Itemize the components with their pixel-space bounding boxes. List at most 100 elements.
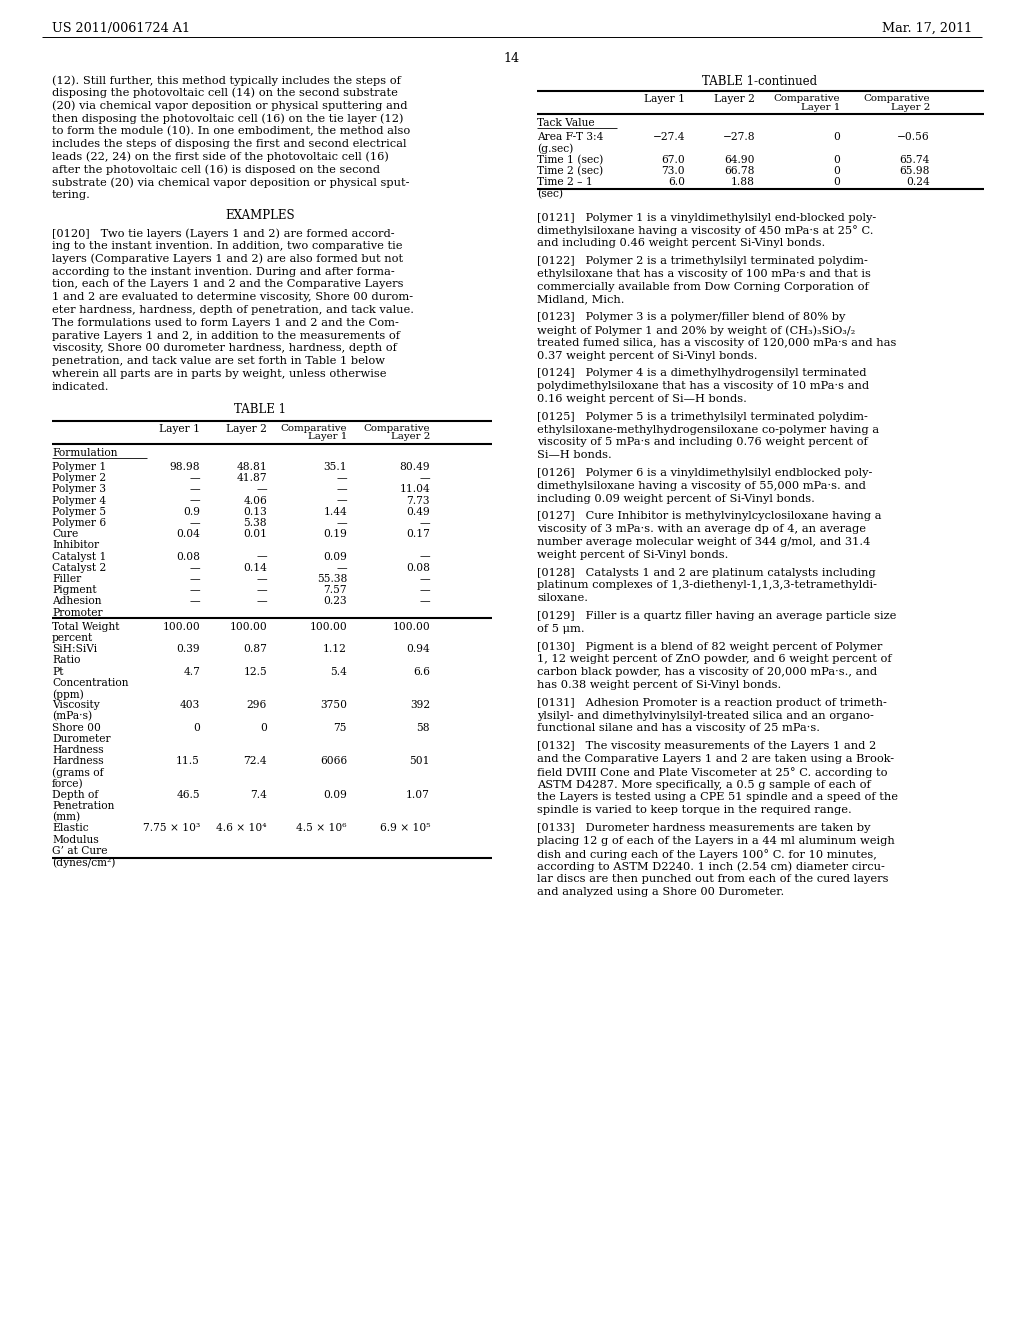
Text: Catalyst 1: Catalyst 1 (52, 552, 106, 561)
Text: 3750: 3750 (319, 700, 347, 710)
Text: —: — (420, 574, 430, 583)
Text: 4.6 × 10⁴: 4.6 × 10⁴ (216, 824, 267, 833)
Text: 0.08: 0.08 (406, 562, 430, 573)
Text: ethylsiloxane that has a viscosity of 100 mPa·s and that is: ethylsiloxane that has a viscosity of 10… (537, 269, 870, 279)
Text: Pt: Pt (52, 667, 63, 677)
Text: —: — (336, 484, 347, 495)
Text: —: — (256, 574, 267, 583)
Text: [0128]   Catalysts 1 and 2 are platinum catalysts including: [0128] Catalysts 1 and 2 are platinum ca… (537, 568, 876, 578)
Text: —: — (189, 517, 200, 528)
Text: Depth of: Depth of (52, 789, 98, 800)
Text: [0133]   Durometer hardness measurements are taken by: [0133] Durometer hardness measurements a… (537, 824, 870, 833)
Text: Shore 00: Shore 00 (52, 722, 101, 733)
Text: 501: 501 (410, 756, 430, 766)
Text: tering.: tering. (52, 190, 91, 201)
Text: 0.94: 0.94 (407, 644, 430, 655)
Text: —: — (420, 597, 430, 606)
Text: Midland, Mich.: Midland, Mich. (537, 294, 625, 305)
Text: viscosity of 5 mPa·s and including 0.76 weight percent of: viscosity of 5 mPa·s and including 0.76 … (537, 437, 867, 447)
Text: 100.00: 100.00 (392, 622, 430, 632)
Text: 0.17: 0.17 (407, 529, 430, 539)
Text: 0.87: 0.87 (243, 644, 267, 655)
Text: 0: 0 (834, 132, 840, 143)
Text: 0.04: 0.04 (176, 529, 200, 539)
Text: 1 and 2 are evaluated to determine viscosity, Shore 00 durom-: 1 and 2 are evaluated to determine visco… (52, 292, 413, 302)
Text: The formulations used to form Layers 1 and 2 and the Com-: The formulations used to form Layers 1 a… (52, 318, 399, 327)
Text: 55.38: 55.38 (316, 574, 347, 583)
Text: Pigment: Pigment (52, 585, 96, 595)
Text: 0.24: 0.24 (906, 177, 930, 187)
Text: US 2011/0061724 A1: US 2011/0061724 A1 (52, 22, 190, 36)
Text: 1.44: 1.44 (324, 507, 347, 517)
Text: number average molecular weight of 344 g/mol, and 31.4: number average molecular weight of 344 g… (537, 537, 870, 546)
Text: [0130]   Pigment is a blend of 82 weight percent of Polymer: [0130] Pigment is a blend of 82 weight p… (537, 642, 883, 652)
Text: Layer 2: Layer 2 (226, 424, 267, 433)
Text: Tack Value: Tack Value (537, 119, 595, 128)
Text: Si—H bonds.: Si—H bonds. (537, 450, 611, 461)
Text: 75: 75 (334, 722, 347, 733)
Text: ASTM D4287. More specifically, a 0.5 g sample of each of: ASTM D4287. More specifically, a 0.5 g s… (537, 780, 870, 789)
Text: SiH:SiVi: SiH:SiVi (52, 644, 97, 655)
Text: G’ at Cure: G’ at Cure (52, 846, 108, 855)
Text: Polymer 1: Polymer 1 (52, 462, 106, 473)
Text: [0132]   The viscosity measurements of the Layers 1 and 2: [0132] The viscosity measurements of the… (537, 742, 877, 751)
Text: 0.08: 0.08 (176, 552, 200, 561)
Text: tion, each of the Layers 1 and 2 and the Comparative Layers: tion, each of the Layers 1 and 2 and the… (52, 280, 403, 289)
Text: siloxane.: siloxane. (537, 593, 588, 603)
Text: 12.5: 12.5 (244, 667, 267, 677)
Text: 7.73: 7.73 (407, 495, 430, 506)
Text: including 0.09 weight percent of Si-Vinyl bonds.: including 0.09 weight percent of Si-Viny… (537, 494, 815, 504)
Text: 67.0: 67.0 (662, 154, 685, 165)
Text: 0.01: 0.01 (243, 529, 267, 539)
Text: to form the module (10). In one embodiment, the method also: to form the module (10). In one embodime… (52, 127, 411, 136)
Text: viscosity, Shore 00 durometer hardness, hardness, depth of: viscosity, Shore 00 durometer hardness, … (52, 343, 397, 354)
Text: (mm): (mm) (52, 812, 80, 822)
Text: 41.87: 41.87 (237, 473, 267, 483)
Text: Layer 1: Layer 1 (159, 424, 200, 433)
Text: 100.00: 100.00 (162, 622, 200, 632)
Text: Comparative: Comparative (281, 424, 347, 433)
Text: Mar. 17, 2011: Mar. 17, 2011 (882, 22, 972, 36)
Text: 98.98: 98.98 (169, 462, 200, 473)
Text: leads (22, 24) on the first side of the photovoltaic cell (16): leads (22, 24) on the first side of the … (52, 152, 389, 162)
Text: field DVIII Cone and Plate Viscometer at 25° C. according to: field DVIII Cone and Plate Viscometer at… (537, 767, 888, 777)
Text: [0120]   Two tie layers (Layers 1 and 2) are formed accord-: [0120] Two tie layers (Layers 1 and 2) a… (52, 228, 394, 239)
Text: —: — (336, 562, 347, 573)
Text: Layer 1: Layer 1 (644, 94, 685, 104)
Text: Polymer 2: Polymer 2 (52, 473, 106, 483)
Text: dish and curing each of the Layers 100° C. for 10 minutes,: dish and curing each of the Layers 100° … (537, 849, 877, 859)
Text: after the photovoltaic cell (16) is disposed on the second: after the photovoltaic cell (16) is disp… (52, 165, 380, 176)
Text: 4.5 × 10⁶: 4.5 × 10⁶ (297, 824, 347, 833)
Text: Layer 2: Layer 2 (714, 94, 755, 104)
Text: 65.74: 65.74 (900, 154, 930, 165)
Text: Filler: Filler (52, 574, 81, 583)
Text: Polymer 3: Polymer 3 (52, 484, 106, 495)
Text: —: — (420, 517, 430, 528)
Text: —: — (256, 597, 267, 606)
Text: EXAMPLES: EXAMPLES (225, 209, 295, 222)
Text: commercially available from Dow Corning Corporation of: commercially available from Dow Corning … (537, 281, 868, 292)
Text: —: — (256, 552, 267, 561)
Text: Promoter: Promoter (52, 607, 102, 618)
Text: Modulus: Modulus (52, 834, 98, 845)
Text: [0127]   Cure Inhibitor is methylvinylcyclosiloxane having a: [0127] Cure Inhibitor is methylvinylcycl… (537, 511, 882, 521)
Text: 0: 0 (834, 177, 840, 187)
Text: Comparative: Comparative (863, 94, 930, 103)
Text: 11.04: 11.04 (399, 484, 430, 495)
Text: 6.0: 6.0 (668, 177, 685, 187)
Text: 0: 0 (194, 722, 200, 733)
Text: Layer 1: Layer 1 (801, 103, 840, 112)
Text: 6.9 × 10⁵: 6.9 × 10⁵ (380, 824, 430, 833)
Text: —: — (189, 585, 200, 595)
Text: carbon black powder, has a viscosity of 20,000 mPa·s., and: carbon black powder, has a viscosity of … (537, 668, 878, 677)
Text: and analyzed using a Shore 00 Durometer.: and analyzed using a Shore 00 Durometer. (537, 887, 784, 898)
Text: 1.07: 1.07 (407, 789, 430, 800)
Text: 35.1: 35.1 (324, 462, 347, 473)
Text: indicated.: indicated. (52, 381, 110, 392)
Text: 11.5: 11.5 (176, 756, 200, 766)
Text: —: — (420, 552, 430, 561)
Text: Durometer: Durometer (52, 734, 111, 743)
Text: has 0.38 weight percent of Si-Vinyl bonds.: has 0.38 weight percent of Si-Vinyl bond… (537, 680, 781, 690)
Text: [0123]   Polymer 3 is a polymer/filler blend of 80% by: [0123] Polymer 3 is a polymer/filler ble… (537, 313, 846, 322)
Text: Cure: Cure (52, 529, 78, 539)
